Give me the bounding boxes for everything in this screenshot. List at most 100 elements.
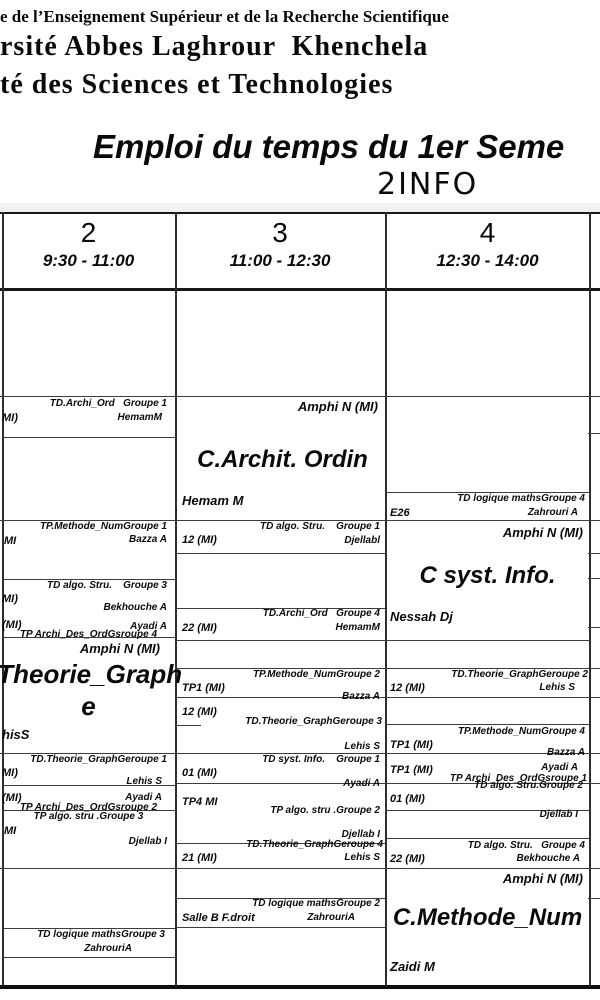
session-room: 21 (MI) [182, 852, 217, 864]
grid-hline [175, 608, 385, 609]
grid-vline [175, 212, 177, 989]
session-venue: Amphi N (MI) [297, 399, 378, 414]
session-teacher: Ayadi A [343, 778, 380, 789]
slot-header-2: 3 11:00 - 12:30 [175, 217, 385, 271]
slot-time: 11:00 - 12:30 [229, 250, 331, 270]
session-room: 12 (MI) [182, 534, 217, 546]
session-teacher: Nessah Dj [390, 609, 453, 624]
session-course: TD algo. Stru. Groupe 3 [46, 580, 167, 591]
grid-hline [0, 520, 600, 521]
grid-hline [175, 668, 600, 669]
session-teacher: Bekhouche A [516, 853, 580, 864]
grid-hline [175, 783, 600, 784]
session-teacher: Ayadi A [130, 621, 167, 632]
grid-hline [175, 927, 385, 928]
grid-vline [385, 212, 387, 989]
session-course: TP algo. stru .Groupe 3 [33, 811, 144, 822]
grid-hline [588, 627, 600, 628]
grid-vline [589, 212, 591, 989]
session-room: E26 [390, 507, 410, 519]
university-name: rsité Abbes Laghrour Khenchela [0, 31, 429, 62]
session-course: TD logique mathsGroupe 3 [37, 929, 165, 940]
grid-hline [588, 578, 600, 579]
session-teacher: Djellab I [539, 809, 578, 820]
grid-hline [175, 898, 385, 899]
session-teacher: Ayadi A [541, 762, 578, 773]
session-teacher: Ayadi A [125, 792, 162, 803]
session-room: 01 (MI) [182, 767, 217, 779]
session-teacher: Bazza A [547, 747, 585, 758]
session-room: TP4 MI [182, 796, 218, 808]
grid-hline [385, 838, 590, 839]
label-fragment: MI [4, 535, 17, 547]
session-room: Salle B F.droit [182, 912, 255, 924]
slot-number: 4 [479, 217, 496, 248]
label-fragment: MI [4, 825, 17, 837]
label-fragment: MI) [2, 412, 18, 424]
slot-header-3: 4 12:30 - 14:00 [385, 217, 590, 271]
grid-hline [2, 637, 175, 638]
session-teacher: hisS [2, 727, 30, 742]
session-room: 01 (MI) [390, 793, 425, 805]
session-course: TD.Theorie_GraphGeroupe 3 [245, 716, 382, 727]
session-room: 12 (MI) [390, 682, 425, 694]
session-teacher: Djellab I [341, 829, 380, 840]
grid-hline [0, 396, 600, 397]
timetable-title: Emploi du temps du 1er Seme [93, 128, 565, 165]
session-venue: Amphi N (MI) [502, 525, 583, 540]
session-teacher: Bazza A [342, 691, 380, 702]
session-teacher: HemamM [335, 622, 380, 633]
slot-header-1: 2 9:30 - 11:00 [2, 217, 175, 271]
label-fragment: MI) [2, 767, 18, 779]
grid-hline [2, 437, 175, 438]
course-title: C.Archit. Ordin [197, 446, 368, 473]
session-teacher: Zahrouri A [527, 507, 578, 518]
session-course: TP Archi_Des_OrdGsroupe 1 [449, 773, 587, 784]
session-teacher: Zaidi M [390, 959, 435, 974]
session-room: 22 (MI) [182, 622, 217, 634]
session-course: TD logique mathsGroupe 2 [252, 898, 380, 909]
session-teacher: Lehis S [539, 682, 575, 693]
grid-hline [2, 957, 175, 958]
grid-hline [385, 810, 590, 811]
session-room: TP1 (MI) [390, 764, 433, 776]
grid-hline [0, 868, 600, 869]
grid-hline [0, 985, 600, 989]
grid-hline [2, 785, 175, 786]
session-venue: Amphi N (MI) [79, 641, 160, 656]
ministry-line: e de l’Enseignement Supérieur et de la R… [0, 7, 449, 26]
session-teacher: Hemam M [182, 493, 244, 508]
session-course: TP.Methode_NumGroupe 2 [252, 669, 380, 680]
grid-hline [2, 810, 175, 811]
session-teacher: Bekhouche A [103, 602, 167, 613]
session-course: TD.Theorie_GraphGeroupe 2 [451, 669, 588, 680]
session-course: TP algo. stru .Groupe 2 [270, 805, 380, 816]
session-room: 12 (MI) [182, 706, 217, 718]
session-room: 22 (MI) [390, 853, 425, 865]
grid-hline [175, 553, 385, 554]
session-teacher: Djellab I [128, 836, 167, 847]
session-teacher: ZahrouriA [84, 943, 132, 954]
course-title: .Theorie_Graph [0, 659, 183, 689]
session-teacher: HemamM [117, 412, 162, 423]
session-course: TD algo. Stru. Groupe 1 [259, 521, 380, 532]
grid-hline [175, 725, 201, 726]
session-course: TD syst. Info. Groupe 1 [262, 754, 380, 765]
session-course: TP.Methode_NumGroupe 4 [457, 726, 585, 737]
grid-hline [2, 579, 175, 580]
grid-vline [2, 212, 4, 989]
grid-hline [385, 724, 590, 725]
grid-hline [2, 928, 175, 929]
session-teacher: Bazza A [129, 534, 167, 545]
session-teacher: Lehis S [126, 776, 162, 787]
session-teacher: Djellabl [344, 535, 380, 546]
session-course: TD algo. Stru. Groupe 4 [467, 840, 585, 851]
session-venue: Amphi N (MI) [502, 871, 583, 886]
course-title: C syst. Info. [419, 562, 556, 589]
label-fragment: (MI) [2, 619, 22, 631]
slot-number: 2 [80, 217, 97, 248]
session-course: TD.Archi_Ord Groupe 4 [262, 608, 380, 619]
session-course: TP Archi_Des_OrdGsroupe 4 [19, 629, 158, 640]
session-course: TP Archi_Des_OrdGsroupe 2 [19, 802, 158, 813]
session-teacher: Lehis S [344, 741, 380, 752]
